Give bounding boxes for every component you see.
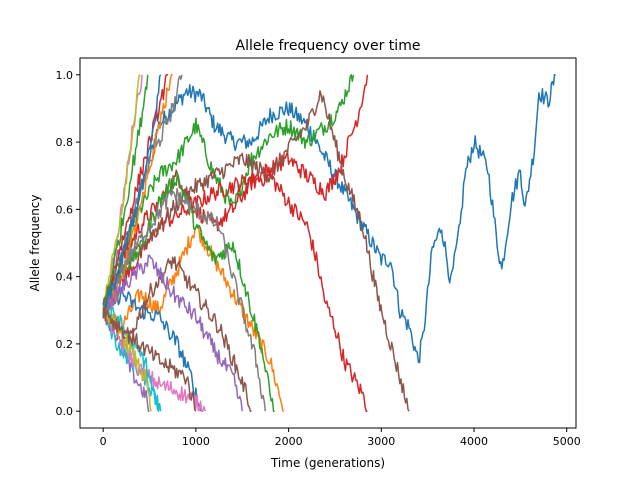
- y-tick-label: 0.0: [56, 405, 74, 418]
- y-axis: 0.0 0.2 0.4 0.6 0.8 1.0: [56, 69, 80, 418]
- series-line-22: [102, 74, 162, 308]
- chart-title: Allele frequency over time: [236, 38, 421, 54]
- series-line-15: [102, 305, 206, 412]
- series-layer: [102, 74, 556, 412]
- x-tick-label: 2000: [275, 435, 303, 448]
- series-line-12: [102, 286, 202, 412]
- series-line-18: [102, 187, 267, 412]
- x-tick-label: 0: [100, 435, 107, 448]
- series-line-4: [102, 168, 368, 412]
- x-axis: 0 1000 2000 3000 4000 5000: [100, 428, 581, 448]
- x-tick-label: 5000: [553, 435, 581, 448]
- series-line-2: [102, 224, 285, 412]
- series-line-24: [102, 306, 197, 412]
- y-tick-label: 0.6: [56, 203, 74, 216]
- series-line-23: [102, 74, 149, 313]
- series-line-11: [102, 74, 141, 318]
- y-axis-label: Allele frequency: [28, 195, 42, 292]
- x-tick-label: 4000: [460, 435, 488, 448]
- x-tick-label: 3000: [367, 435, 395, 448]
- plot-frame: [79, 57, 577, 429]
- series-line-6: [102, 90, 410, 412]
- x-axis-label: Time (generations): [270, 456, 385, 470]
- x-tick-label: 1000: [182, 435, 210, 448]
- y-tick-label: 0.8: [56, 136, 74, 149]
- y-tick-label: 1.0: [56, 69, 74, 82]
- y-tick-label: 0.4: [56, 271, 74, 284]
- y-tick-label: 0.2: [56, 338, 74, 351]
- series-line-17: [102, 254, 243, 412]
